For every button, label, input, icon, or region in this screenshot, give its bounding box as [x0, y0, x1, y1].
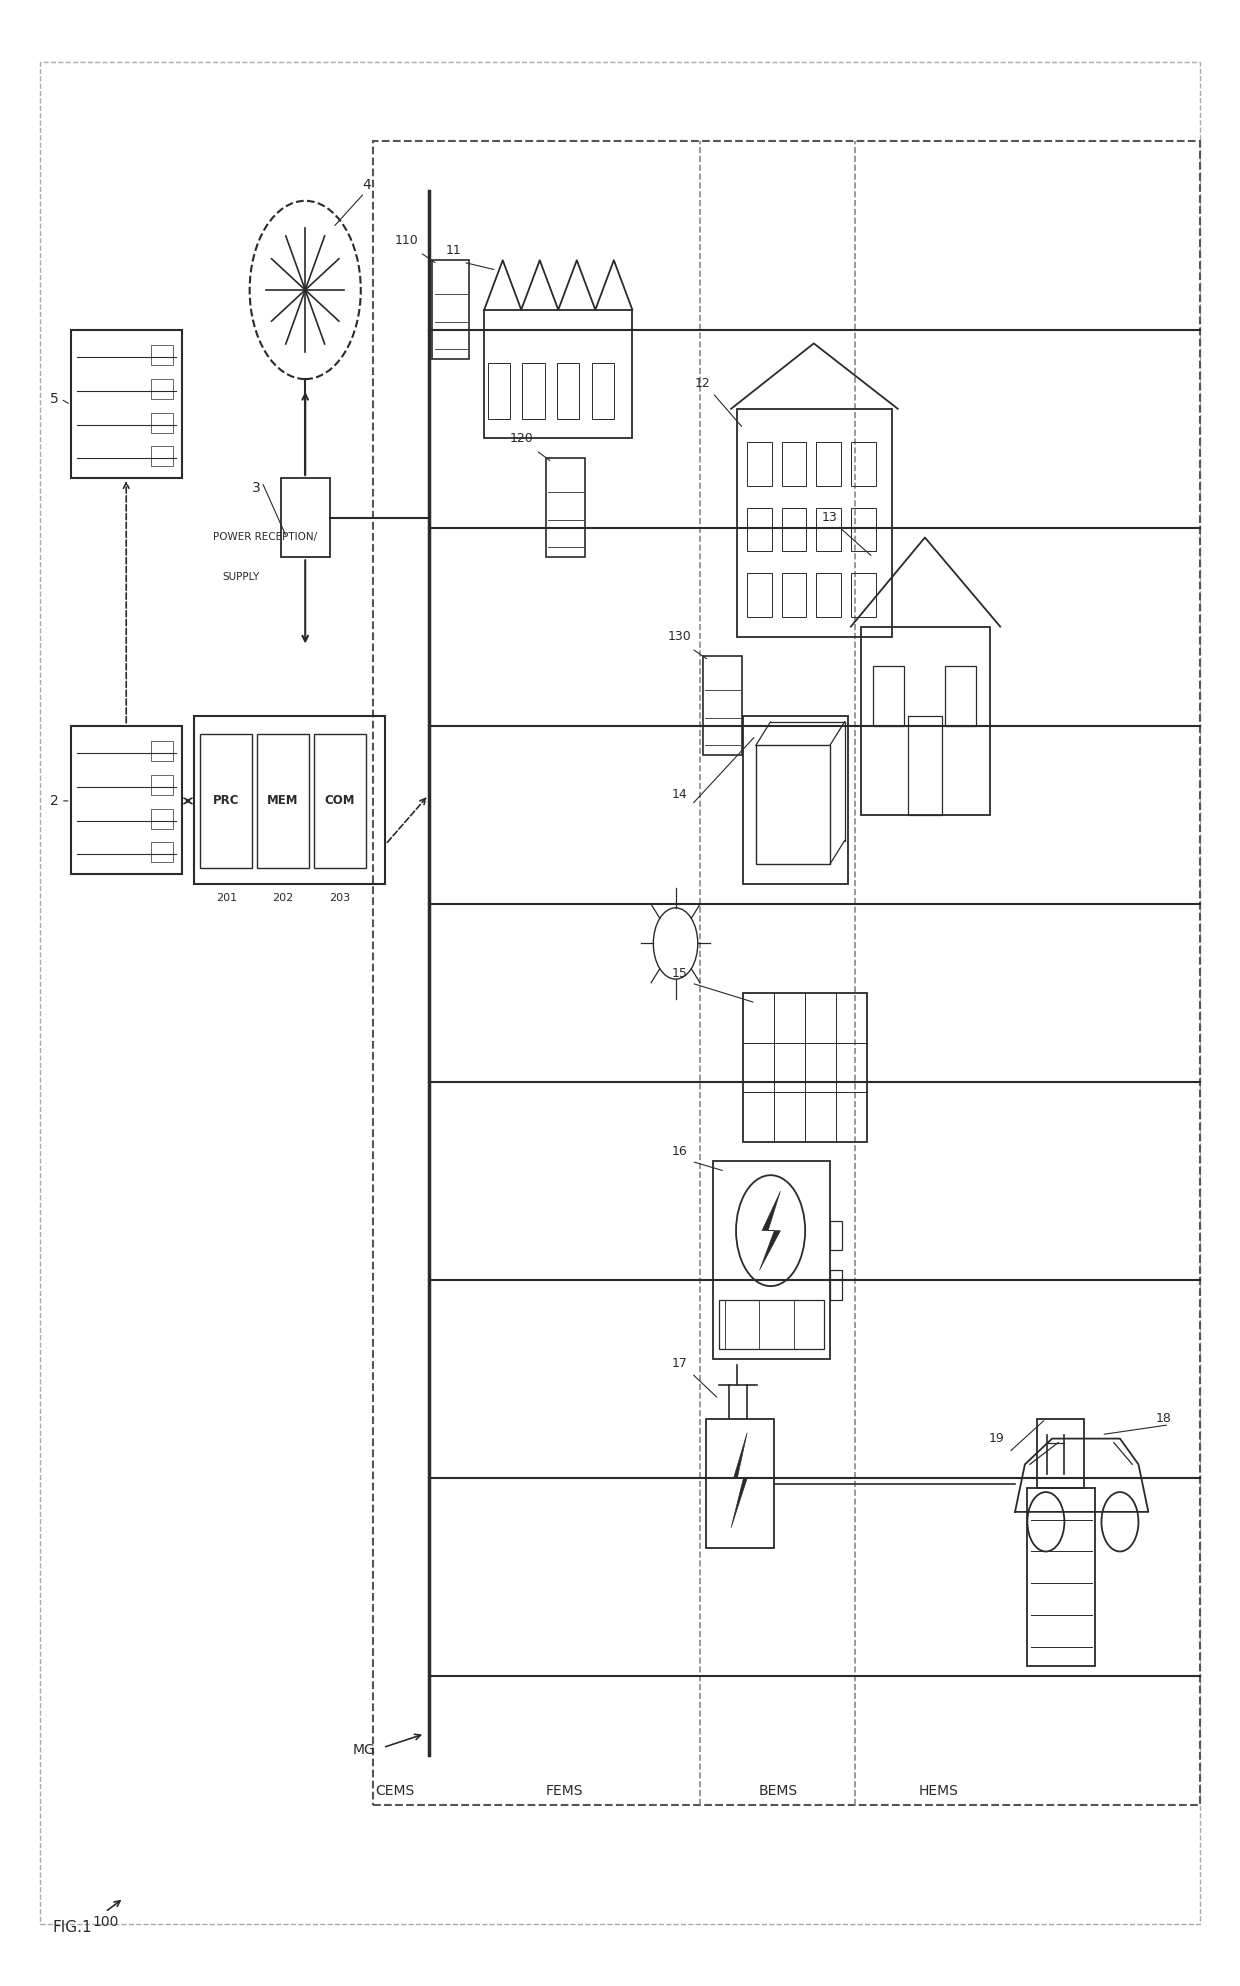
Bar: [591, 363, 614, 419]
Bar: [71, 330, 182, 479]
Bar: [201, 733, 252, 868]
Bar: [151, 842, 174, 862]
Text: 203: 203: [329, 894, 351, 904]
Bar: [830, 1271, 842, 1301]
Bar: [151, 413, 174, 433]
Bar: [756, 745, 830, 864]
Bar: [748, 443, 771, 487]
Bar: [314, 733, 366, 868]
Bar: [744, 993, 867, 1142]
Text: 19: 19: [988, 1432, 1004, 1446]
Text: 202: 202: [273, 894, 294, 904]
Bar: [151, 346, 174, 365]
Bar: [280, 479, 330, 558]
Polygon shape: [732, 1432, 748, 1527]
Text: 110: 110: [394, 234, 418, 246]
Bar: [713, 1162, 830, 1358]
Bar: [1037, 1418, 1084, 1488]
Bar: [851, 574, 875, 618]
Text: 12: 12: [694, 377, 711, 389]
Text: BEMS: BEMS: [759, 1783, 797, 1797]
Text: 120: 120: [510, 433, 533, 445]
Text: 130: 130: [667, 630, 691, 643]
Bar: [816, 508, 841, 552]
Text: COM: COM: [325, 794, 355, 808]
Bar: [719, 1301, 823, 1348]
Bar: [522, 363, 544, 419]
Bar: [151, 808, 174, 828]
Text: CEMS: CEMS: [376, 1783, 415, 1797]
Bar: [851, 443, 875, 487]
Text: MG: MG: [353, 1742, 376, 1756]
Bar: [873, 665, 904, 725]
Text: FIG.1: FIG.1: [52, 1920, 92, 1934]
Text: 5: 5: [51, 391, 60, 405]
Bar: [851, 508, 875, 552]
Bar: [1028, 1488, 1095, 1666]
Bar: [816, 443, 841, 487]
Bar: [908, 715, 942, 814]
Text: 2: 2: [51, 794, 60, 808]
Text: 201: 201: [216, 894, 237, 904]
Bar: [707, 1418, 774, 1547]
Text: 17: 17: [671, 1356, 687, 1370]
Text: SUPPLY: SUPPLY: [222, 572, 259, 582]
Bar: [151, 741, 174, 761]
Text: 13: 13: [822, 510, 838, 524]
Bar: [945, 665, 976, 725]
Bar: [151, 447, 174, 467]
Bar: [433, 260, 470, 359]
Bar: [487, 363, 510, 419]
Bar: [744, 715, 848, 884]
Text: MEM: MEM: [268, 794, 299, 808]
Bar: [703, 655, 743, 755]
Text: 18: 18: [1156, 1412, 1171, 1426]
Text: 14: 14: [671, 788, 687, 802]
Text: FEMS: FEMS: [546, 1783, 583, 1797]
Polygon shape: [759, 1192, 780, 1271]
Text: HEMS: HEMS: [919, 1783, 959, 1797]
Text: 4: 4: [362, 179, 371, 193]
Bar: [781, 443, 806, 487]
Bar: [71, 725, 182, 874]
Bar: [151, 379, 174, 399]
Text: PRC: PRC: [213, 794, 239, 808]
Bar: [738, 409, 892, 638]
Bar: [557, 363, 579, 419]
Bar: [151, 775, 174, 794]
Bar: [257, 733, 309, 868]
Text: POWER RECEPTION/: POWER RECEPTION/: [212, 532, 316, 542]
Bar: [816, 574, 841, 618]
Text: 3: 3: [252, 481, 260, 495]
Bar: [484, 310, 632, 439]
Bar: [861, 628, 991, 814]
Bar: [373, 141, 1200, 1805]
Bar: [195, 715, 386, 884]
Text: 100: 100: [93, 1915, 119, 1928]
Bar: [830, 1221, 842, 1251]
Bar: [546, 459, 585, 558]
Bar: [781, 574, 806, 618]
Text: 11: 11: [445, 244, 461, 256]
Text: 16: 16: [671, 1146, 687, 1158]
Bar: [781, 508, 806, 552]
Bar: [748, 574, 771, 618]
Bar: [748, 508, 771, 552]
Text: 15: 15: [671, 967, 687, 979]
